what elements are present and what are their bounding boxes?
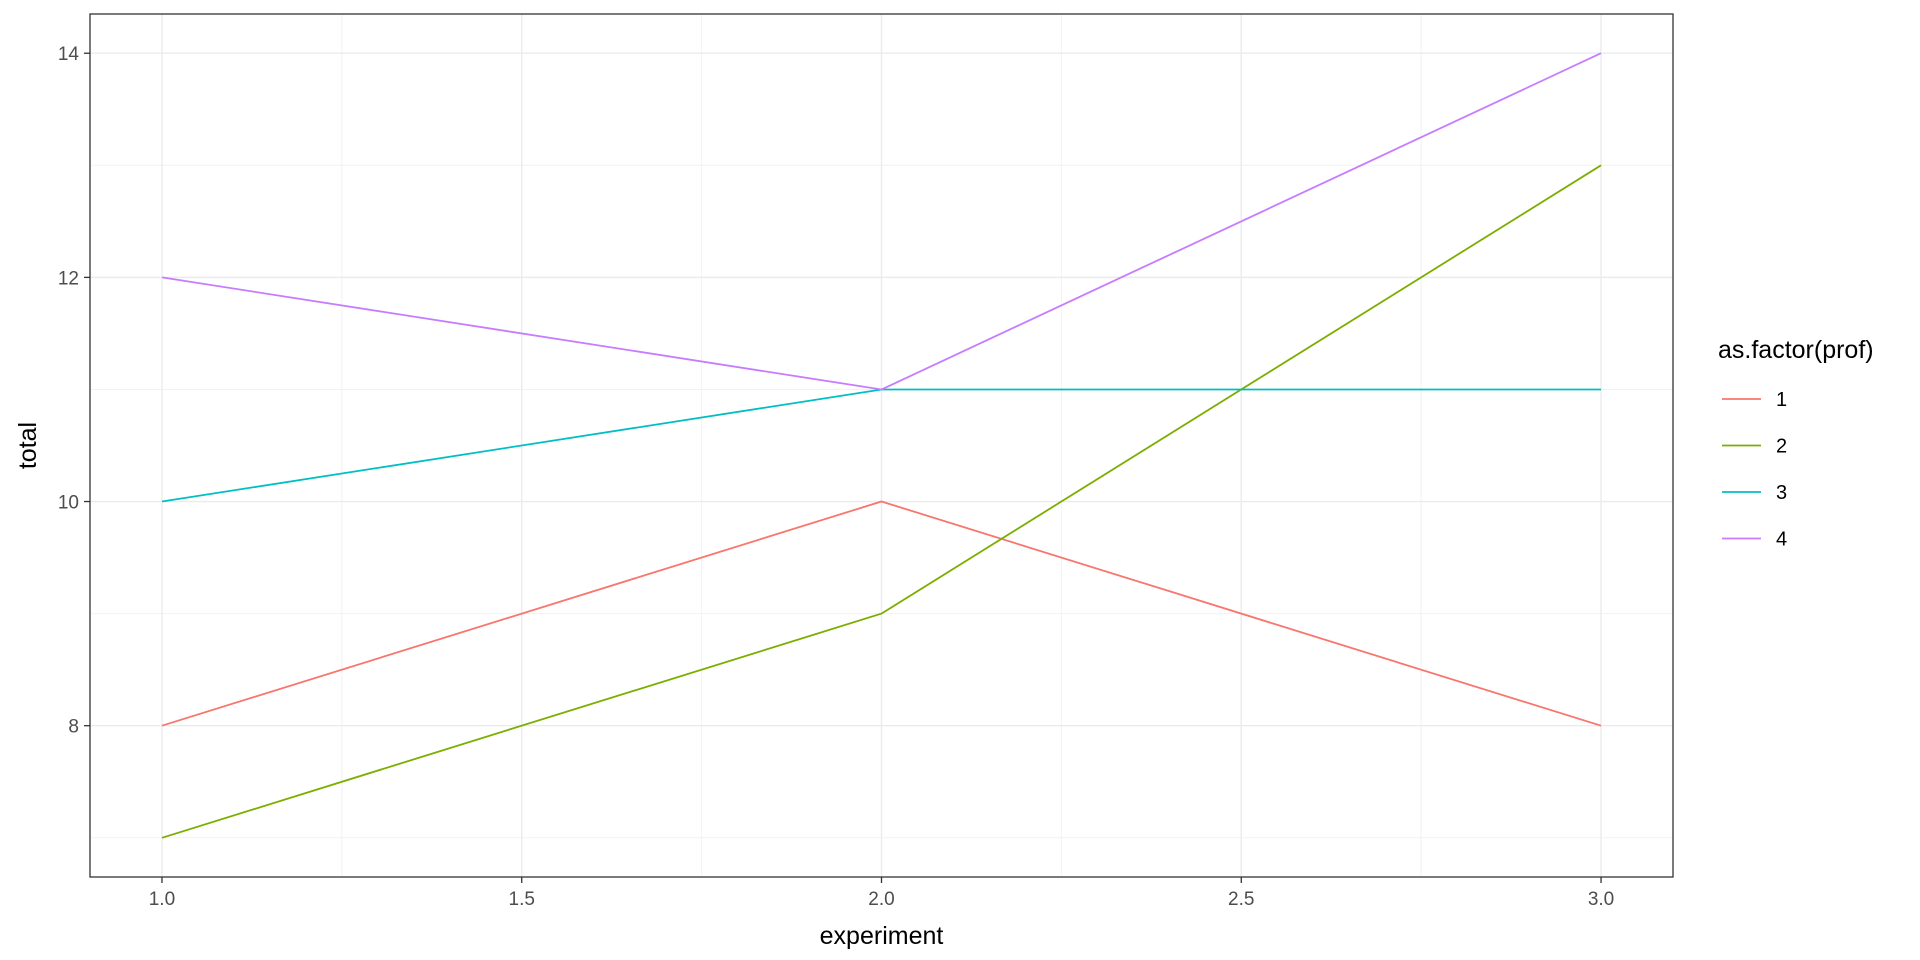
legend-label-1: 1 xyxy=(1776,389,1787,411)
legend-label-2: 2 xyxy=(1776,436,1787,458)
x-axis-ticks: 1.0 1.5 2.0 2.5 3.0 xyxy=(149,877,1614,910)
y-tick-label: 12 xyxy=(58,268,79,289)
y-tick-label: 8 xyxy=(68,717,79,738)
series-line-1 xyxy=(161,500,1602,727)
x-axis-title: experiment xyxy=(820,922,944,950)
y-axis-title: total xyxy=(14,422,42,469)
y-axis-ticks: 8 10 12 14 xyxy=(58,44,90,738)
y-tick-label: 14 xyxy=(58,44,80,65)
major-gridlines xyxy=(90,14,1673,877)
series-lines xyxy=(161,52,1602,839)
x-tick-label: 2.0 xyxy=(868,889,894,910)
series-line-2 xyxy=(161,164,1602,839)
x-tick-label: 2.5 xyxy=(1228,889,1254,910)
series-line-4 xyxy=(161,52,1602,391)
legend-title: as.factor(prof) xyxy=(1718,336,1874,364)
x-tick-label: 1.5 xyxy=(509,889,535,910)
x-tick-label: 1.0 xyxy=(149,889,175,910)
y-tick-label: 10 xyxy=(58,493,79,514)
x-tick-label: 3.0 xyxy=(1588,889,1614,910)
legend-label-4: 4 xyxy=(1776,529,1787,551)
legend: as.factor(prof) 1 2 3 4 xyxy=(1718,336,1874,551)
legend-label-3: 3 xyxy=(1776,482,1787,504)
